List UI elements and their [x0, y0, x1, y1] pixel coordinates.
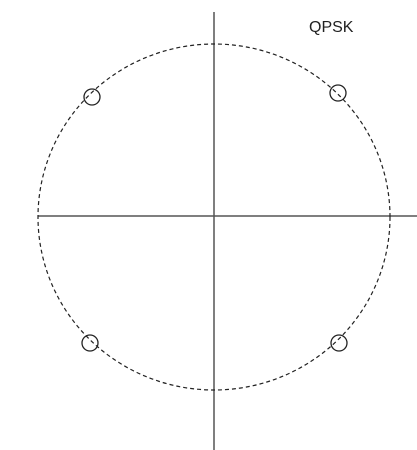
diagram-title: QPSK: [309, 19, 354, 36]
constellation-point: [329, 84, 347, 102]
constellation-point: [81, 334, 99, 352]
unit-circle: [37, 43, 391, 391]
constellation-point: [83, 88, 101, 106]
constellation-point: [330, 334, 348, 352]
